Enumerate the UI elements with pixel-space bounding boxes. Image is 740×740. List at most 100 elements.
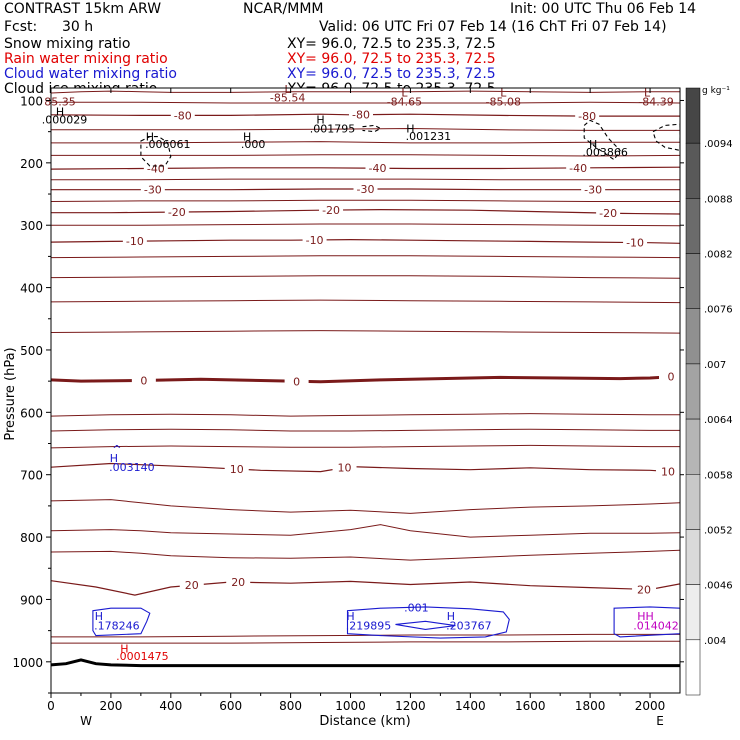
y-tick-label: 800 bbox=[20, 531, 43, 545]
x-tick-label: 200 bbox=[99, 699, 122, 713]
isotherm-label-bg bbox=[353, 183, 378, 196]
contour-annotation: H bbox=[120, 642, 128, 655]
colorbar-tick-label: .0082 bbox=[704, 250, 733, 261]
isotherm-label: 10 bbox=[338, 462, 352, 475]
contour-annotation: H bbox=[243, 130, 251, 143]
terrain-line bbox=[51, 658, 680, 668]
colorbar-tick-label: .0076 bbox=[704, 305, 733, 316]
east-endpoint: E bbox=[656, 714, 664, 728]
isotherm-label: -10 bbox=[306, 234, 324, 247]
pressure-contour-13 bbox=[51, 428, 680, 432]
contour-annotation: .203767 bbox=[446, 619, 492, 632]
isotherm-label: -80 bbox=[578, 110, 596, 123]
pressure-contour-0 bbox=[51, 90, 680, 94]
isotherm-label-bg bbox=[659, 370, 680, 383]
x-tick-label: 400 bbox=[159, 699, 182, 713]
y-tick-label: 300 bbox=[20, 219, 43, 233]
pressure-contour-1 bbox=[51, 101, 680, 104]
colorbar-swatch bbox=[685, 584, 701, 641]
isotherm-label: 20 bbox=[637, 583, 651, 596]
contour-annotation: H bbox=[589, 138, 597, 151]
contour-annotation: H bbox=[447, 610, 455, 623]
contour-annotation: .178246 bbox=[94, 619, 140, 632]
x-tick-label: 1800 bbox=[575, 699, 606, 713]
contour-annotations: L-85.54 L-84.65L-85.08L-84.3985.35H.00002… bbox=[42, 83, 679, 663]
contour-annotation: .001 bbox=[404, 601, 429, 614]
y-axis-label: Pressure (hPa) bbox=[3, 347, 18, 440]
init-time: Init: 00 UTC Thu 06 Feb 14 bbox=[510, 1, 697, 17]
mixing-ratio-contour-3 bbox=[613, 606, 680, 638]
pressure-contour-19 bbox=[51, 640, 680, 644]
isotherm-label: 0 bbox=[293, 375, 300, 388]
isotherms: -80 -80 -80 -40 -40 -40 -30 -30 -30 -20 -20 -20 -10 -… bbox=[51, 108, 680, 596]
x-tick-label: 800 bbox=[279, 699, 302, 713]
contour-annotation: ^ bbox=[112, 443, 121, 456]
isotherm-label-bg bbox=[140, 183, 165, 196]
x-tick-label: 600 bbox=[219, 699, 242, 713]
colorbar-unit: g kg⁻¹ bbox=[702, 86, 730, 96]
isotherm-label: 20 bbox=[231, 576, 245, 589]
colorbar-swatch bbox=[685, 418, 701, 475]
isotherm-label: 0 bbox=[668, 371, 675, 384]
isotherm-label: 0 bbox=[140, 374, 147, 387]
isotherm-label-bg bbox=[623, 236, 648, 249]
mixing-ratio-contour-5 bbox=[583, 119, 621, 161]
pressure-contour-16 bbox=[51, 524, 680, 538]
y-tick-label: 500 bbox=[20, 344, 43, 358]
contour-annotation: H bbox=[406, 122, 414, 135]
west-endpoint: W bbox=[80, 714, 92, 728]
forecast-label: Fcst: bbox=[4, 19, 38, 35]
isotherm-label-bg bbox=[170, 109, 195, 122]
isotherm-label: -40 bbox=[368, 162, 386, 175]
isotherm-label-bg bbox=[319, 204, 344, 217]
x-tick-label: 1000 bbox=[335, 699, 366, 713]
mixing-ratio-contour-7 bbox=[362, 124, 382, 133]
mixing-ratio-contour-4 bbox=[140, 136, 172, 167]
mixing-ratio-contour-1 bbox=[346, 606, 510, 639]
colorbar-tick-label: .007 bbox=[704, 360, 726, 371]
pressure-contour-10 bbox=[51, 299, 680, 304]
x-tick-label: 0 bbox=[47, 699, 55, 713]
contour-annotation: .006061 bbox=[145, 138, 191, 151]
isotherm-label-bg bbox=[632, 583, 657, 596]
isotherm-label-bg bbox=[122, 235, 147, 248]
isotherm-label-bg bbox=[224, 463, 249, 476]
isotherm-label-bg bbox=[575, 110, 600, 123]
contour-annotation: .003140 bbox=[109, 461, 155, 474]
isotherm-label: 20 bbox=[185, 579, 199, 592]
isotherm-label-bg bbox=[179, 579, 204, 592]
pressure-contour-17 bbox=[51, 549, 680, 561]
isotherm-label: 10 bbox=[661, 465, 675, 478]
y-tick-label: 900 bbox=[20, 593, 43, 607]
colorbar: .0094 .0088 .0082 .0076 .007 .0064 .0058 .0052.… bbox=[685, 86, 733, 696]
pressure-contour-7 bbox=[51, 223, 680, 227]
isotherm-m10 bbox=[51, 238, 680, 244]
colorbar-swatch bbox=[685, 474, 701, 530]
isotherm-label: -40 bbox=[147, 162, 165, 175]
pressure-contour-14 bbox=[51, 444, 680, 449]
colorbar-swatch bbox=[685, 639, 701, 696]
colorbar-swatch bbox=[685, 87, 701, 144]
legend-cloud-water: Cloud water mixing ratio bbox=[4, 66, 177, 82]
x-tick-label: 2000 bbox=[635, 699, 666, 713]
contour-annotation: -85.08 bbox=[486, 95, 521, 108]
contour-annotation: L bbox=[401, 87, 408, 100]
valid-time: Valid: 06 UTC Fri 07 Feb 14 (16 ChT Fri … bbox=[319, 19, 667, 35]
isotherm-label-bg bbox=[302, 233, 327, 246]
isotherm-label: 10 bbox=[230, 463, 244, 476]
pressure-contour-2 bbox=[51, 127, 680, 131]
isotherm-label-bg bbox=[596, 207, 621, 220]
pressure-contour-12 bbox=[51, 413, 680, 417]
isotherm-label: -30 bbox=[144, 184, 162, 197]
mixing-ratio-contour-2 bbox=[395, 620, 456, 630]
colorbar-tick-label: .0094 bbox=[704, 139, 733, 150]
colorbar-tick-label: .004 bbox=[704, 636, 726, 647]
colorbar-tick-label: .0046 bbox=[704, 581, 733, 592]
pressure-contour-5 bbox=[51, 178, 680, 181]
colorbar-swatch bbox=[685, 253, 701, 309]
y-tick-label: 100 bbox=[20, 94, 43, 108]
y-tick-label: 700 bbox=[20, 469, 43, 483]
center-label: NCAR/MMM bbox=[243, 1, 324, 17]
x-tick-label: 1600 bbox=[515, 699, 546, 713]
y-tick-label: 200 bbox=[20, 157, 43, 171]
